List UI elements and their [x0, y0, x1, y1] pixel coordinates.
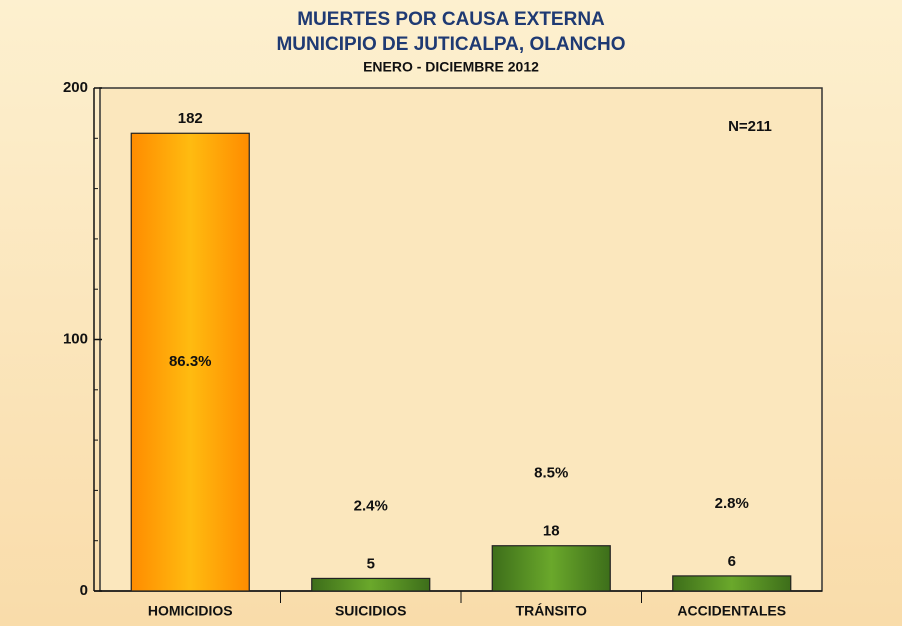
bar — [130, 132, 250, 592]
x-tick-label: HOMICIDIOS — [148, 603, 233, 619]
bar — [311, 577, 431, 592]
bar — [491, 545, 611, 592]
chart-title: MUERTES POR CAUSA EXTERNA — [297, 9, 605, 30]
period: ENERO - DICIEMBRE 2012 — [363, 59, 539, 75]
share-label: 2.4% — [354, 497, 388, 514]
y-tick-label: 100 — [63, 330, 88, 347]
y-tick-label: 200 — [63, 79, 88, 96]
x-tick-label: ACCIDENTALES — [677, 603, 786, 619]
annotation: N=211 — [728, 118, 772, 135]
share-label: 86.3% — [169, 353, 212, 370]
chart-subtitle: MUNICIPIO DE JUTICALPA, OLANCHO — [276, 34, 625, 55]
value-label: 6 — [728, 553, 736, 570]
share-label: 8.5% — [534, 465, 568, 482]
bar — [672, 575, 792, 592]
value-label: 18 — [543, 523, 560, 540]
share-label: 2.8% — [715, 495, 749, 512]
y-tick-label: 0 — [80, 582, 88, 599]
x-tick-label: SUICIDIOS — [335, 603, 407, 619]
value-label: 182 — [178, 110, 203, 127]
value-label: 5 — [367, 555, 375, 572]
x-tick-label: TRÁNSITO — [516, 603, 587, 619]
